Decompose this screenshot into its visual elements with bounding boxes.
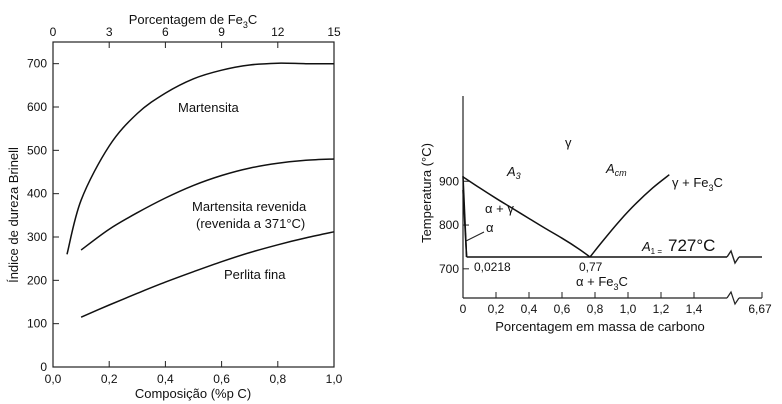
phase-x-tick-label: 0,4 [521, 302, 538, 316]
hardness-axes: 0,0 0,2 0,4 0,6 0,8 1,0 0 100 200 300 400 500 600 700… [27, 25, 343, 386]
perlita-fina-curve [80, 231, 335, 318]
phase-y-axis-label: Temperatura (°C) [419, 143, 434, 243]
phase-x-axis-break [726, 290, 740, 306]
hardness-plot-frame [52, 41, 335, 368]
hardness-top-tick-label: 15 [327, 25, 341, 39]
hardness-x-axis-label: Composição (%p C) [135, 386, 251, 401]
label-alpha-gamma: α + γ [485, 201, 514, 216]
phase-x-tick-label: 0,2 [488, 302, 505, 316]
alpha-pointer [465, 231, 485, 242]
hardness-x-tick-label: 0,4 [157, 372, 174, 386]
label-martensita-revenida: Martensita revenida [192, 199, 307, 214]
hardness-y-tick-label: 600 [27, 100, 47, 114]
hardness-x-tick-label: 0,2 [101, 372, 118, 386]
a1-line-break [726, 249, 740, 265]
phase-y-tick-label: 800 [439, 218, 459, 232]
acm-curve [589, 174, 670, 258]
hardness-y-axis-label: Índice de dureza Brinell [6, 147, 21, 283]
phase-x-tick-label: 1,2 [653, 302, 670, 316]
hardness-y-tick-label: 500 [27, 143, 47, 157]
a3-curve [462, 176, 591, 258]
hardness-top-tick-label: 12 [271, 25, 285, 39]
phase-y-tick-label: 700 [439, 262, 459, 276]
phase-x-tick-label: 0,6 [554, 302, 571, 316]
phase-x-tick-label: 0,8 [587, 302, 604, 316]
phase-diagram: 6,67 0 0,2 0,4 0,6 0,8 1,0 1,2 1,4 700 800 900 Por… [419, 96, 772, 334]
label-0-77: 0,77 [579, 260, 603, 274]
hardness-top-tick-label: 0 [50, 25, 57, 39]
label-gamma-fe3c: γ + Fe3C [672, 175, 723, 193]
hardness-y-tick-label: 200 [27, 273, 47, 287]
label-alpha-fe3c: α + Fe3C [576, 274, 628, 292]
hardness-y-tick-label: 300 [27, 230, 47, 244]
phase-lines [462, 174, 762, 265]
martensita-curve [66, 62, 335, 255]
hardness-top-tick-label: 3 [106, 25, 113, 39]
phase-y-tick-label: 900 [439, 174, 459, 188]
hardness-top-tick-label: 9 [218, 25, 225, 39]
label-acm: Acm [605, 161, 627, 178]
label-a1: A1 = [641, 239, 662, 256]
label-martensita: Martensita [178, 100, 239, 115]
phase-x-tick-label: 0 [460, 302, 467, 316]
label-revenida-note: (revenida a 371°C) [196, 216, 305, 231]
hardness-chart: 0,0 0,2 0,4 0,6 0,8 1,0 0 100 200 300 400 500 600 700… [6, 12, 343, 401]
hardness-top-tick-label: 6 [162, 25, 169, 39]
hardness-y-tick-label: 100 [27, 317, 47, 331]
hardness-y-tick-label: 400 [27, 187, 47, 201]
label-alpha: α [486, 220, 494, 235]
phase-x-axis-label: Porcentagem em massa de carbono [495, 319, 705, 334]
hardness-x-tick-label: 0,6 [213, 372, 230, 386]
phase-axes: 6,67 0 0,2 0,4 0,6 0,8 1,0 1,2 1,4 700 800 900 [439, 96, 772, 316]
hardness-series [66, 62, 335, 318]
hardness-x-tick-label: 0,8 [269, 372, 286, 386]
hardness-x-tick-label: 1,0 [326, 372, 343, 386]
label-a3: A3 [506, 164, 521, 181]
label-gamma: γ [565, 135, 572, 150]
label-perlita-fina: Perlita fina [224, 267, 286, 282]
phase-x-tick-label-667: 6,67 [748, 302, 772, 316]
martensita-revenida-curve [80, 158, 335, 251]
alpha-boundary-lower [462, 189, 468, 258]
phase-x-tick-label: 1,0 [620, 302, 637, 316]
label-a1-temperature: 727°C [668, 236, 715, 255]
label-0-0218: 0,0218 [474, 260, 511, 274]
hardness-x-tick-label: 0,0 [45, 372, 62, 386]
phase-x-tick-label: 1,4 [686, 302, 703, 316]
hardness-y-tick-label: 0 [40, 360, 47, 374]
hardness-top-axis-label: Porcentagem de Fe3C [129, 12, 258, 30]
hardness-y-tick-label: 700 [27, 57, 47, 71]
